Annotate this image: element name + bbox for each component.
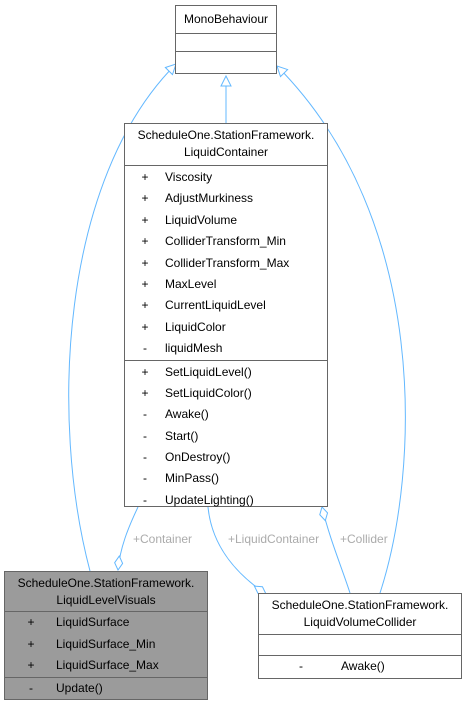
visibility-marker: + [141, 212, 149, 227]
class-title-name: LiquidLevelVisuals [56, 593, 156, 607]
attribute-row[interactable]: + Viscosity [125, 167, 327, 188]
operation-name: UpdateLighting() [165, 492, 254, 507]
class-title: ScheduleOne.StationFramework. LiquidCont… [125, 124, 327, 165]
attribute-name: ColliderTransform_Min [165, 234, 286, 249]
class-title: ScheduleOne.StationFramework. LiquidLeve… [5, 572, 207, 611]
class-liquid-volume-collider[interactable]: ScheduleOne.StationFramework. LiquidVolu… [258, 593, 462, 679]
attribute-row[interactable]: + LiquidSurface [5, 612, 207, 634]
attributes-section [259, 634, 461, 655]
visibility-marker: + [141, 385, 149, 400]
operations-section: - Update() [5, 676, 207, 700]
visibility-marker: - [143, 407, 147, 422]
visibility-marker: + [141, 276, 149, 291]
operation-name: Awake() [165, 407, 209, 422]
attributes-section: + Viscosity + AdjustMurkiness + LiquidVolum… [125, 165, 327, 360]
class-title: ScheduleOne.StationFramework. LiquidVolu… [259, 594, 461, 634]
edge-label-collider: +Collider [340, 532, 388, 546]
class-liquid-container[interactable]: ScheduleOne.StationFramework. LiquidCont… [124, 123, 328, 507]
attribute-name: liquidMesh [165, 341, 223, 356]
visibility-marker: + [27, 658, 35, 672]
class-title-namespace: ScheduleOne.StationFramework. [137, 128, 315, 142]
attributes-section [176, 33, 276, 51]
operation-name: SetLiquidColor() [165, 385, 252, 400]
attribute-row[interactable]: + LiquidColor [125, 317, 327, 338]
visibility-marker: - [143, 492, 147, 507]
operations-section: + SetLiquidLevel() + SetLiquidColor() - Awa… [125, 359, 327, 512]
operation-name: SetLiquidLevel() [165, 364, 252, 379]
attribute-row[interactable]: + ColliderTransform_Max [125, 253, 327, 274]
attribute-name: ColliderTransform_Max [165, 255, 290, 270]
attribute-row[interactable]: + LiquidSurface_Max [5, 655, 207, 677]
operations-section [176, 51, 276, 69]
visibility-marker: - [143, 471, 147, 486]
operation-row[interactable]: + SetLiquidLevel() [125, 362, 327, 383]
visibility-marker: + [141, 319, 149, 334]
attribute-row[interactable]: + LiquidSurface_Min [5, 634, 207, 656]
generalization-visuals-to-mono [68, 64, 176, 572]
operation-row[interactable]: - MinPass() [125, 468, 327, 489]
attributes-section: + LiquidSurface + LiquidSurface_Min + Liqui… [5, 611, 207, 677]
attribute-row[interactable]: - liquidMesh [125, 338, 327, 359]
class-title-name: LiquidVolumeCollider [303, 615, 417, 629]
class-liquid-level-visuals[interactable]: ScheduleOne.StationFramework. LiquidLeve… [4, 571, 208, 700]
visibility-marker: - [29, 680, 33, 695]
visibility-marker: + [141, 170, 149, 184]
attribute-row[interactable]: + AdjustMurkiness [125, 188, 327, 209]
operation-row[interactable]: + SetLiquidColor() [125, 383, 327, 404]
class-title: MonoBehaviour [183, 12, 269, 26]
visibility-marker: + [141, 255, 149, 270]
visibility-marker: + [141, 234, 149, 249]
attribute-name: MaxLevel [165, 276, 217, 291]
attribute-name: LiquidVolume [165, 212, 238, 227]
generalization-collider-to-mono [277, 66, 406, 594]
attribute-name: LiquidSurface [56, 615, 130, 629]
operations-section: - Awake() [259, 655, 461, 677]
visibility-marker: - [299, 659, 303, 673]
edge-label-liquid-container: +LiquidContainer [228, 532, 320, 546]
operation-row[interactable]: - Awake() [259, 656, 461, 677]
operation-row[interactable]: - Awake() [125, 404, 327, 425]
attribute-name: CurrentLiquidLevel [165, 298, 266, 313]
attribute-row[interactable]: + LiquidVolume [125, 210, 327, 231]
edge-label-container: +Container [133, 532, 193, 546]
class-title-namespace: ScheduleOne.StationFramework. [271, 598, 449, 612]
operation-name: Start() [165, 428, 199, 443]
visibility-marker: + [141, 298, 149, 313]
operation-name: Update() [56, 680, 103, 695]
operation-row[interactable]: - OnDestroy() [125, 447, 327, 468]
operation-name: MinPass() [165, 471, 220, 486]
attribute-name: LiquidColor [165, 319, 226, 334]
class-monobehaviour[interactable]: MonoBehaviour [175, 5, 277, 74]
aggregation-liquid-container [207, 506, 267, 595]
visibility-marker: + [27, 615, 35, 629]
visibility-marker: - [143, 450, 147, 465]
attribute-row[interactable]: + CurrentLiquidLevel [125, 295, 327, 316]
class-title-name: LiquidContainer [183, 145, 269, 159]
visibility-marker: - [143, 428, 147, 443]
aggregation-container [114, 506, 139, 572]
attribute-row[interactable]: + MaxLevel [125, 274, 327, 295]
visibility-marker: + [141, 191, 149, 206]
attribute-name: LiquidSurface_Max [56, 658, 159, 672]
visibility-marker: + [141, 364, 149, 379]
visibility-marker: + [27, 636, 35, 651]
class-title-namespace: ScheduleOne.StationFramework. [17, 576, 195, 590]
operation-name: Awake() [341, 659, 385, 673]
attribute-name: Viscosity [165, 170, 213, 184]
aggregation-collider [319, 506, 351, 594]
attribute-name: AdjustMurkiness [165, 191, 254, 206]
attribute-name: LiquidSurface_Min [56, 636, 156, 651]
attribute-row[interactable]: + ColliderTransform_Min [125, 231, 327, 252]
operation-row[interactable]: - Start() [125, 426, 327, 447]
visibility-marker: - [143, 341, 147, 356]
operation-name: OnDestroy() [165, 450, 231, 465]
operation-row[interactable]: - Update() [5, 678, 207, 700]
operation-row[interactable]: - UpdateLighting() [125, 490, 327, 511]
